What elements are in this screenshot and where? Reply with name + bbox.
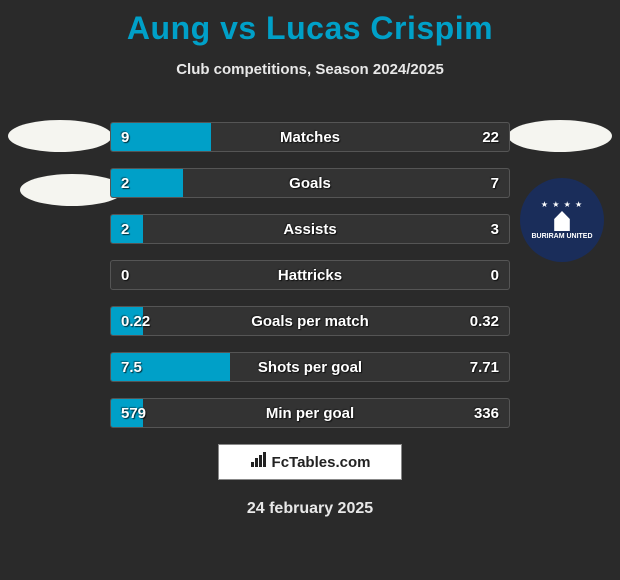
- player-left-badge-2: [20, 174, 124, 206]
- bar-label: Min per goal: [111, 399, 509, 427]
- comparison-bars: 9Matches22 2Goals7 2Assists3 0Hattricks0 0.2…: [110, 122, 510, 444]
- player-right-badge-1: [508, 120, 612, 152]
- bar-row: 579Min per goal336: [110, 398, 510, 428]
- club-stars-icon: ★ ★ ★ ★: [541, 200, 583, 209]
- club-name: BURIRAM UNITED: [531, 233, 592, 240]
- footer-date: 24 february 2025: [0, 500, 620, 518]
- bar-value-right: 336: [474, 399, 499, 427]
- bar-label: Goals: [111, 169, 509, 197]
- subtitle: Club competitions, Season 2024/2025: [0, 61, 620, 78]
- bar-row: 0.22Goals per match0.32: [110, 306, 510, 336]
- page-title: Aung vs Lucas Crispim: [0, 0, 620, 47]
- bar-value-right: 22: [482, 123, 499, 151]
- bar-label: Matches: [111, 123, 509, 151]
- bar-row: 2Assists3: [110, 214, 510, 244]
- bar-value-right: 0: [491, 261, 499, 289]
- player-left-badge-1: [8, 120, 112, 152]
- club-building-icon: [549, 211, 575, 231]
- bar-label: Goals per match: [111, 307, 509, 335]
- bar-value-right: 7: [491, 169, 499, 197]
- bar-value-right: 7.71: [470, 353, 499, 381]
- bar-value-right: 3: [491, 215, 499, 243]
- footer-logo-text: FcTables.com: [272, 454, 371, 471]
- chart-icon: [250, 452, 268, 473]
- bar-label: Hattricks: [111, 261, 509, 289]
- bar-row: 0Hattricks0: [110, 260, 510, 290]
- bar-row: 2Goals7: [110, 168, 510, 198]
- club-logo-right: ★ ★ ★ ★ BURIRAM UNITED: [520, 178, 604, 262]
- bar-label: Assists: [111, 215, 509, 243]
- bar-row: 9Matches22: [110, 122, 510, 152]
- bar-label: Shots per goal: [111, 353, 509, 381]
- bar-row: 7.5Shots per goal7.71: [110, 352, 510, 382]
- footer-logo: FcTables.com: [218, 444, 402, 480]
- bar-value-right: 0.32: [470, 307, 499, 335]
